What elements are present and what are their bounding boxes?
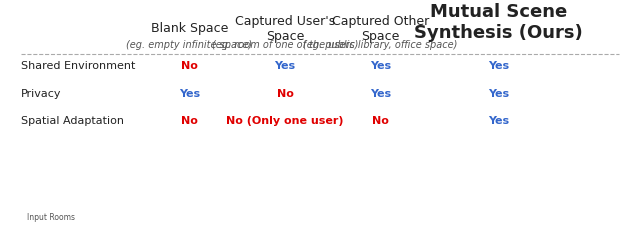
Text: Input Rooms: Input Rooms bbox=[27, 213, 75, 222]
Text: (eg. public library, office space): (eg. public library, office space) bbox=[303, 40, 458, 50]
Text: Yes: Yes bbox=[370, 61, 391, 71]
Text: Mutual Scene
Synthesis (Ours): Mutual Scene Synthesis (Ours) bbox=[414, 3, 583, 42]
Text: Blank Space: Blank Space bbox=[150, 22, 228, 35]
Text: Yes: Yes bbox=[179, 88, 200, 99]
Text: Spatial Adaptation: Spatial Adaptation bbox=[20, 116, 124, 126]
Text: No: No bbox=[181, 61, 198, 71]
Text: Yes: Yes bbox=[488, 116, 509, 126]
Text: (eg. empty infinite space): (eg. empty infinite space) bbox=[126, 40, 252, 50]
Text: No: No bbox=[276, 88, 293, 99]
Text: No: No bbox=[372, 116, 389, 126]
Text: No (Only one user): No (Only one user) bbox=[226, 116, 344, 126]
Text: Captured User's
Space: Captured User's Space bbox=[235, 15, 335, 43]
Text: Yes: Yes bbox=[488, 88, 509, 99]
Text: Yes: Yes bbox=[275, 61, 296, 71]
Text: Privacy: Privacy bbox=[20, 88, 61, 99]
Text: Yes: Yes bbox=[370, 88, 391, 99]
Text: Captured Other
Space: Captured Other Space bbox=[332, 15, 429, 43]
Text: Shared Environment: Shared Environment bbox=[20, 61, 135, 71]
Text: No: No bbox=[181, 116, 198, 126]
Text: Yes: Yes bbox=[488, 61, 509, 71]
Text: (eg. room of one of the users): (eg. room of one of the users) bbox=[212, 40, 358, 50]
